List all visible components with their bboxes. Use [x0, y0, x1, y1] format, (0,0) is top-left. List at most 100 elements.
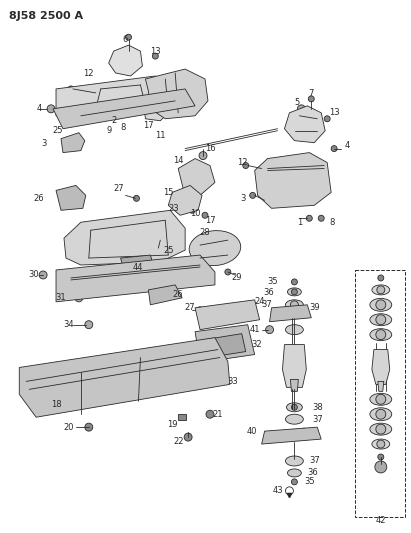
Ellipse shape	[286, 325, 303, 335]
Circle shape	[324, 116, 330, 122]
Text: 37: 37	[309, 456, 320, 465]
Text: 41: 41	[249, 325, 260, 334]
Text: 4: 4	[37, 104, 42, 114]
Polygon shape	[168, 185, 202, 215]
Text: 13: 13	[150, 46, 161, 55]
Ellipse shape	[370, 298, 392, 311]
Circle shape	[113, 98, 119, 104]
Polygon shape	[255, 152, 331, 208]
Circle shape	[85, 321, 93, 329]
Circle shape	[141, 98, 146, 104]
Circle shape	[156, 248, 164, 256]
Text: 18: 18	[51, 400, 61, 409]
Text: 15: 15	[163, 188, 173, 197]
Text: 25: 25	[163, 246, 173, 255]
Ellipse shape	[370, 314, 392, 326]
Circle shape	[91, 250, 101, 260]
Circle shape	[376, 315, 386, 325]
Polygon shape	[56, 76, 172, 121]
Circle shape	[291, 289, 298, 295]
Circle shape	[197, 307, 203, 313]
Circle shape	[85, 423, 93, 431]
Text: 17: 17	[143, 121, 154, 130]
Circle shape	[378, 275, 384, 281]
Text: 26: 26	[173, 290, 183, 300]
Circle shape	[222, 372, 228, 377]
Polygon shape	[56, 255, 215, 302]
Text: 44: 44	[132, 263, 143, 272]
Polygon shape	[145, 69, 208, 119]
Polygon shape	[19, 337, 230, 417]
Text: 35: 35	[267, 277, 277, 286]
Text: 23: 23	[168, 204, 178, 213]
Polygon shape	[270, 305, 311, 322]
Circle shape	[377, 440, 385, 448]
Circle shape	[376, 424, 386, 434]
Circle shape	[206, 410, 214, 418]
Circle shape	[266, 326, 274, 334]
Circle shape	[291, 279, 298, 285]
Text: 25: 25	[53, 126, 63, 135]
Text: 8: 8	[330, 218, 335, 227]
Circle shape	[75, 294, 83, 302]
Text: 26: 26	[34, 194, 44, 203]
Ellipse shape	[370, 329, 392, 341]
Text: 21: 21	[212, 410, 223, 419]
Ellipse shape	[286, 300, 303, 310]
Text: 5: 5	[295, 99, 300, 107]
Polygon shape	[205, 334, 246, 358]
Polygon shape	[291, 379, 298, 391]
Text: 16: 16	[205, 144, 215, 153]
Text: 39: 39	[309, 303, 320, 312]
Circle shape	[306, 215, 312, 221]
Polygon shape	[61, 133, 85, 152]
Circle shape	[291, 301, 298, 309]
Circle shape	[47, 105, 55, 113]
Ellipse shape	[189, 231, 241, 265]
Circle shape	[318, 215, 324, 221]
Text: 32: 32	[252, 340, 262, 349]
Ellipse shape	[286, 403, 302, 411]
Text: 8J58 2500 A: 8J58 2500 A	[9, 11, 83, 21]
Text: 6: 6	[123, 35, 128, 44]
Bar	[355, 270, 405, 516]
Text: 33: 33	[227, 377, 238, 386]
Circle shape	[250, 192, 256, 198]
Text: 42: 42	[376, 516, 386, 525]
Text: 29: 29	[231, 273, 242, 282]
Text: 3: 3	[240, 194, 245, 203]
Ellipse shape	[286, 414, 303, 424]
Ellipse shape	[287, 288, 301, 296]
Circle shape	[189, 207, 195, 213]
Polygon shape	[372, 350, 390, 384]
Circle shape	[300, 428, 308, 436]
Text: 31: 31	[55, 293, 66, 302]
Text: 1: 1	[297, 218, 302, 227]
Text: 22: 22	[173, 437, 183, 446]
Text: 30: 30	[28, 270, 39, 279]
Text: 40: 40	[247, 426, 257, 435]
Polygon shape	[178, 158, 215, 196]
Polygon shape	[195, 300, 260, 330]
Text: 10: 10	[190, 209, 200, 218]
Text: 27: 27	[185, 303, 195, 312]
Text: 37: 37	[312, 415, 323, 424]
Circle shape	[291, 404, 298, 410]
Ellipse shape	[286, 456, 303, 466]
Circle shape	[152, 53, 158, 59]
Polygon shape	[378, 382, 384, 391]
Circle shape	[378, 454, 384, 460]
Text: 11: 11	[155, 131, 166, 140]
Text: 13: 13	[329, 108, 339, 117]
Ellipse shape	[287, 469, 301, 477]
Text: 43: 43	[272, 486, 283, 495]
Circle shape	[275, 181, 284, 189]
Circle shape	[291, 479, 298, 485]
Circle shape	[68, 86, 74, 92]
Polygon shape	[53, 89, 195, 129]
Circle shape	[275, 431, 284, 439]
Text: 34: 34	[64, 320, 74, 329]
Polygon shape	[56, 185, 86, 211]
Circle shape	[331, 146, 337, 151]
Circle shape	[115, 113, 122, 119]
